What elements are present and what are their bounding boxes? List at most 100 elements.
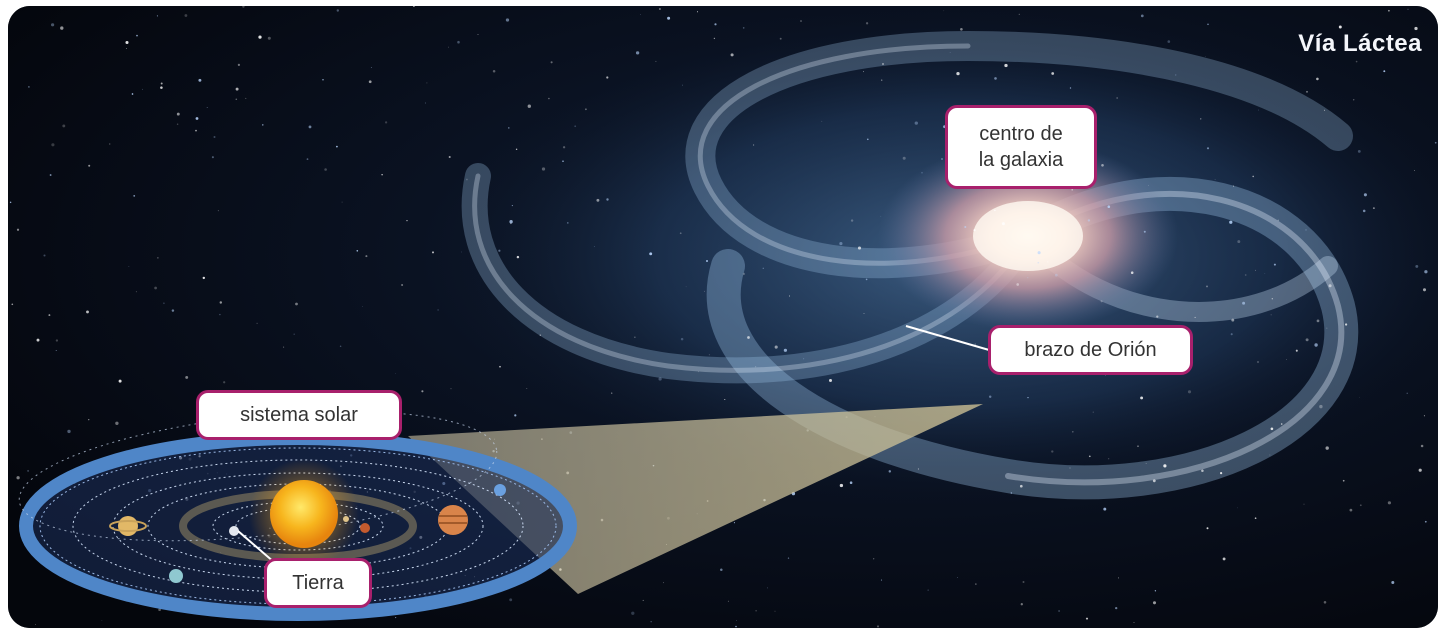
star	[927, 589, 929, 591]
star	[747, 336, 750, 339]
star	[60, 26, 64, 30]
star	[539, 334, 541, 336]
star	[1252, 175, 1255, 178]
star	[1424, 520, 1427, 523]
star	[724, 399, 726, 400]
star	[1230, 333, 1233, 336]
star	[956, 71, 960, 76]
star	[1145, 463, 1147, 464]
star	[1316, 319, 1320, 323]
star	[424, 102, 426, 104]
star	[1019, 484, 1023, 488]
star	[1163, 464, 1167, 468]
star	[62, 124, 66, 128]
star	[1233, 185, 1234, 187]
star	[55, 339, 59, 342]
star	[48, 314, 51, 317]
star	[1137, 445, 1139, 447]
star	[839, 242, 843, 246]
star	[857, 246, 862, 250]
star	[432, 251, 434, 254]
label-orion-arm: brazo de Orión	[988, 325, 1193, 375]
star	[1264, 273, 1266, 274]
star	[1407, 8, 1409, 10]
star	[742, 272, 746, 276]
star	[1314, 343, 1318, 347]
star	[541, 167, 546, 171]
star	[128, 265, 130, 267]
star	[136, 34, 138, 37]
star	[1415, 264, 1419, 268]
star	[223, 381, 226, 384]
star	[381, 174, 383, 176]
star	[767, 587, 768, 589]
star	[49, 174, 52, 176]
star	[1305, 338, 1309, 342]
star	[733, 522, 735, 524]
star	[1143, 230, 1146, 233]
star	[477, 34, 479, 35]
star	[1085, 617, 1089, 620]
star	[828, 378, 833, 383]
star	[1242, 301, 1246, 305]
star	[1271, 298, 1273, 300]
star	[1047, 261, 1049, 263]
star	[642, 599, 644, 601]
star	[1414, 170, 1415, 171]
star	[1154, 590, 1157, 592]
star	[800, 20, 802, 22]
star	[1387, 501, 1391, 505]
star	[339, 345, 342, 348]
title-via-lactea: Vía Láctea	[1298, 30, 1422, 57]
star	[1383, 70, 1386, 73]
star	[960, 27, 963, 31]
star	[762, 267, 764, 269]
star	[1010, 492, 1012, 494]
star	[1372, 207, 1375, 210]
star	[1295, 349, 1298, 352]
star	[708, 354, 710, 356]
star	[43, 254, 46, 257]
star	[34, 623, 36, 625]
star	[1140, 14, 1144, 18]
star	[779, 37, 782, 40]
illustration-frame: Vía Láctea	[8, 6, 1438, 628]
star	[866, 138, 869, 141]
star	[1194, 316, 1196, 318]
sun-icon	[270, 480, 338, 548]
star	[256, 322, 258, 325]
galaxy-core-bright	[973, 201, 1083, 271]
star	[1004, 63, 1008, 68]
star	[1051, 450, 1054, 453]
star	[706, 260, 708, 262]
star	[336, 9, 339, 12]
star	[1256, 360, 1260, 364]
star	[306, 158, 309, 160]
star	[1201, 469, 1204, 472]
star	[450, 388, 452, 390]
mars-icon	[360, 523, 370, 533]
star	[1037, 251, 1041, 255]
star	[735, 625, 737, 628]
star	[36, 338, 40, 342]
star	[356, 249, 359, 252]
star	[211, 156, 214, 159]
star	[160, 86, 163, 89]
star	[584, 108, 587, 111]
star	[649, 252, 653, 256]
star	[1058, 610, 1061, 612]
star	[1319, 404, 1323, 409]
star	[16, 476, 20, 480]
star	[492, 69, 496, 73]
star	[206, 107, 208, 109]
galaxy-spiral-arms	[461, 30, 1359, 500]
star	[384, 121, 388, 124]
star	[448, 46, 449, 48]
star	[863, 71, 864, 73]
star	[650, 621, 652, 623]
star	[964, 225, 967, 229]
star	[437, 309, 439, 311]
star	[787, 557, 790, 559]
star	[882, 63, 884, 65]
star	[1414, 26, 1418, 31]
